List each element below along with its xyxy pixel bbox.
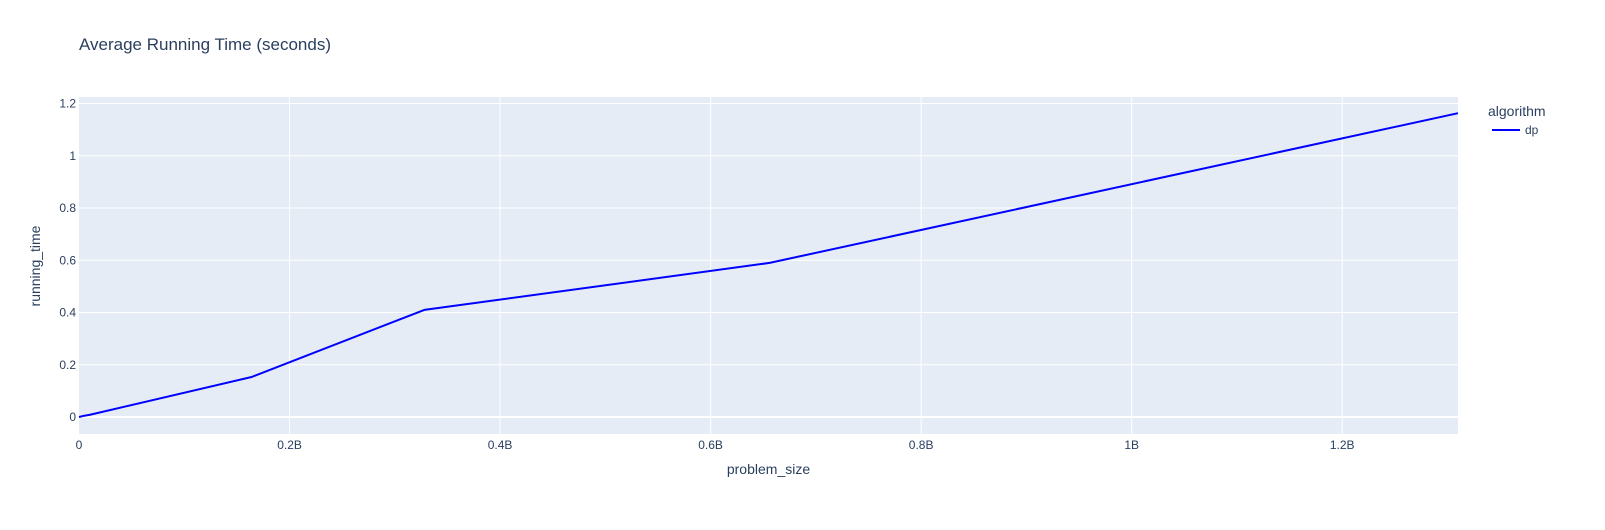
y-gridlines [79, 103, 1458, 419]
y-tick-label: 1.2 [59, 97, 76, 111]
x-tick-label: 0 [76, 438, 83, 452]
x-tick-label: 0.4B [488, 438, 513, 452]
y-tick-label: 1 [69, 149, 76, 163]
y-tick-label: 0.8 [59, 201, 76, 215]
y-tick-label: 0.2 [59, 358, 76, 372]
series-layer [78, 112, 1459, 418]
legend-item-label: dp [1525, 123, 1539, 137]
legend-title: algorithm [1488, 103, 1546, 119]
x-tick-label: 0.6B [698, 438, 723, 452]
y-tick-labels: 0 0.2 0.4 0.6 0.8 1 1.2 [59, 97, 76, 424]
x-axis-title: problem_size [727, 461, 810, 477]
y-tick-label: 0 [69, 410, 76, 424]
x-tick-labels: 0 0.2B 0.4B 0.6B 0.8B 1B 1.2B [76, 438, 1355, 452]
x-tick-label: 1.2B [1330, 438, 1355, 452]
legend-items: dp [1492, 123, 1539, 137]
x-tick-label: 1B [1124, 438, 1139, 452]
legend-item-dp[interactable]: dp [1492, 123, 1539, 137]
x-tick-label: 0.8B [909, 438, 934, 452]
y-tick-label: 0.6 [59, 253, 76, 267]
legend: algorithm dp [1488, 103, 1546, 137]
y-tick-label: 0.4 [59, 306, 76, 320]
plot-area[interactable] [79, 97, 1458, 434]
x-gridlines [289, 97, 1343, 434]
chart-title: Average Running Time (seconds) [79, 35, 331, 54]
y-axis-title: running_time [27, 225, 43, 306]
series-line-dp[interactable] [78, 112, 1459, 418]
x-tick-label: 0.2B [277, 438, 302, 452]
